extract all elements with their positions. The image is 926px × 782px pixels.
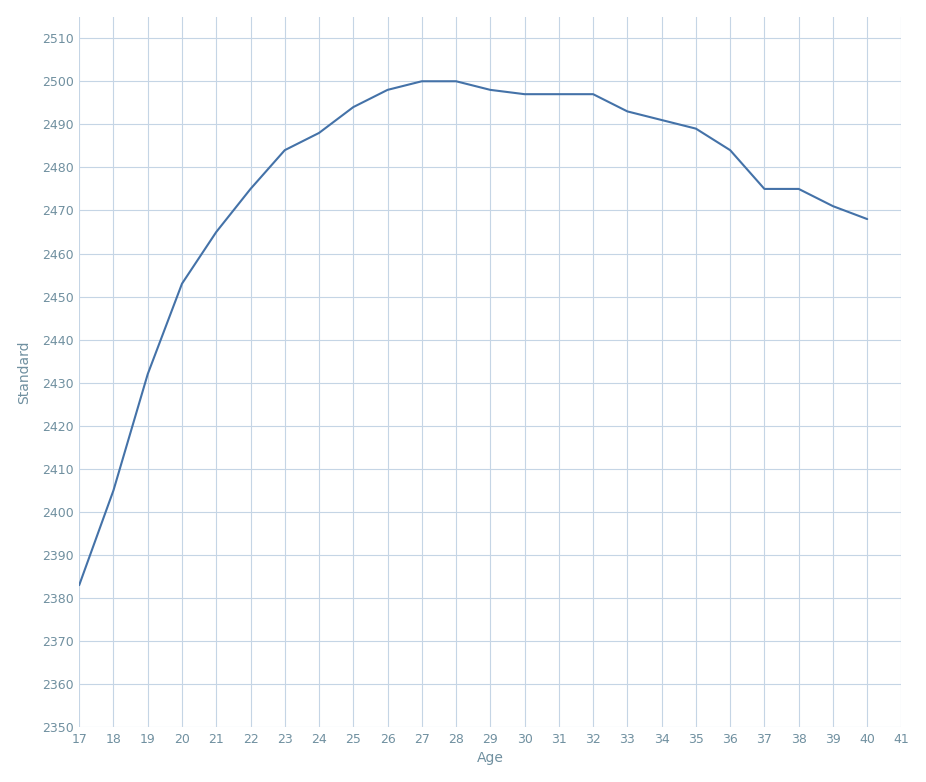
X-axis label: Age: Age	[477, 752, 504, 766]
Y-axis label: Standard: Standard	[17, 340, 31, 404]
